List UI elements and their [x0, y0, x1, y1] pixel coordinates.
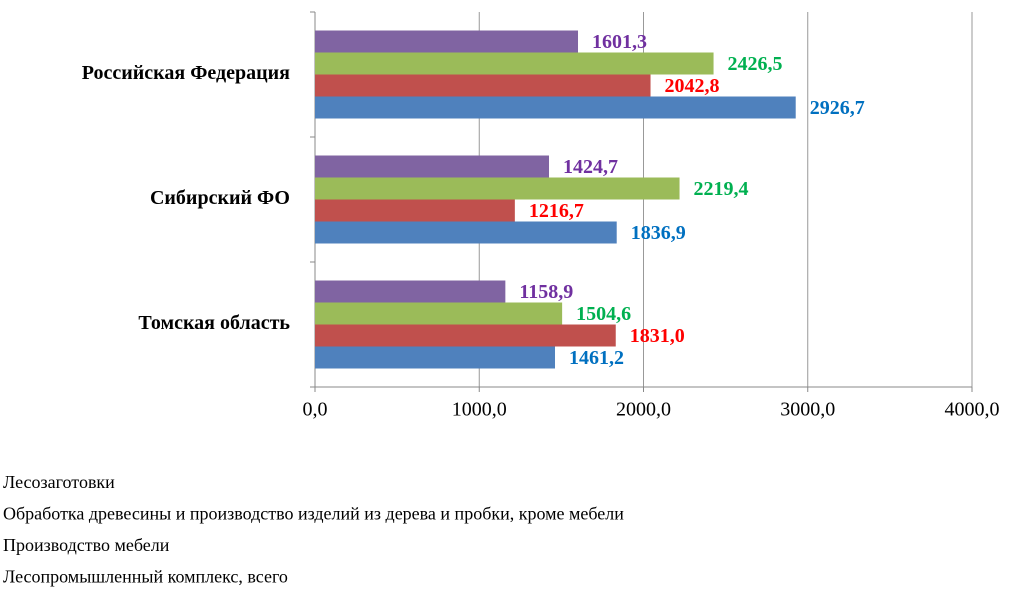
bar: [315, 324, 616, 347]
y-tick-label: Томская область: [138, 312, 290, 334]
bar: [315, 96, 796, 119]
data-label: 2926,7: [810, 97, 865, 119]
data-label: 1461,2: [569, 347, 624, 369]
legend-entry: Обработка древесины и производство издел…: [3, 504, 624, 524]
legend-entry: Производство мебели: [3, 535, 170, 555]
bar: [315, 30, 579, 53]
x-tick-label: 4000,0: [945, 399, 1000, 421]
x-tick-label: 3000,0: [780, 399, 835, 421]
bar: [315, 52, 714, 75]
data-label: 1601,3: [592, 31, 647, 53]
data-label: 1158,9: [519, 281, 573, 303]
data-label: 1424,7: [563, 156, 618, 178]
data-label: 2042,8: [665, 75, 720, 97]
data-label: 2426,5: [728, 53, 783, 75]
x-tick-label: 1000,0: [452, 399, 507, 421]
bar: [315, 302, 563, 325]
bar: [315, 74, 651, 97]
legend-entry: Лесопромышленный комплекс, всего: [3, 567, 288, 587]
bar: [315, 177, 680, 200]
x-tick-label: 2000,0: [616, 399, 671, 421]
data-label: 1836,9: [631, 222, 686, 244]
bar: [315, 280, 506, 303]
data-label: 1504,6: [576, 303, 631, 325]
data-label: 1831,0: [630, 325, 685, 347]
legend-entry: Лесозаготовки: [3, 472, 115, 492]
y-tick-label: Сибирский ФО: [150, 187, 290, 209]
bar: [315, 346, 556, 369]
bar: [315, 199, 515, 222]
x-tick-label: 0,0: [303, 399, 328, 421]
data-label: 2219,4: [694, 178, 749, 200]
bar: [315, 221, 617, 244]
bar: [315, 155, 550, 178]
data-label: 1216,7: [529, 200, 584, 222]
y-tick-label: Российская Федерация: [82, 62, 290, 84]
